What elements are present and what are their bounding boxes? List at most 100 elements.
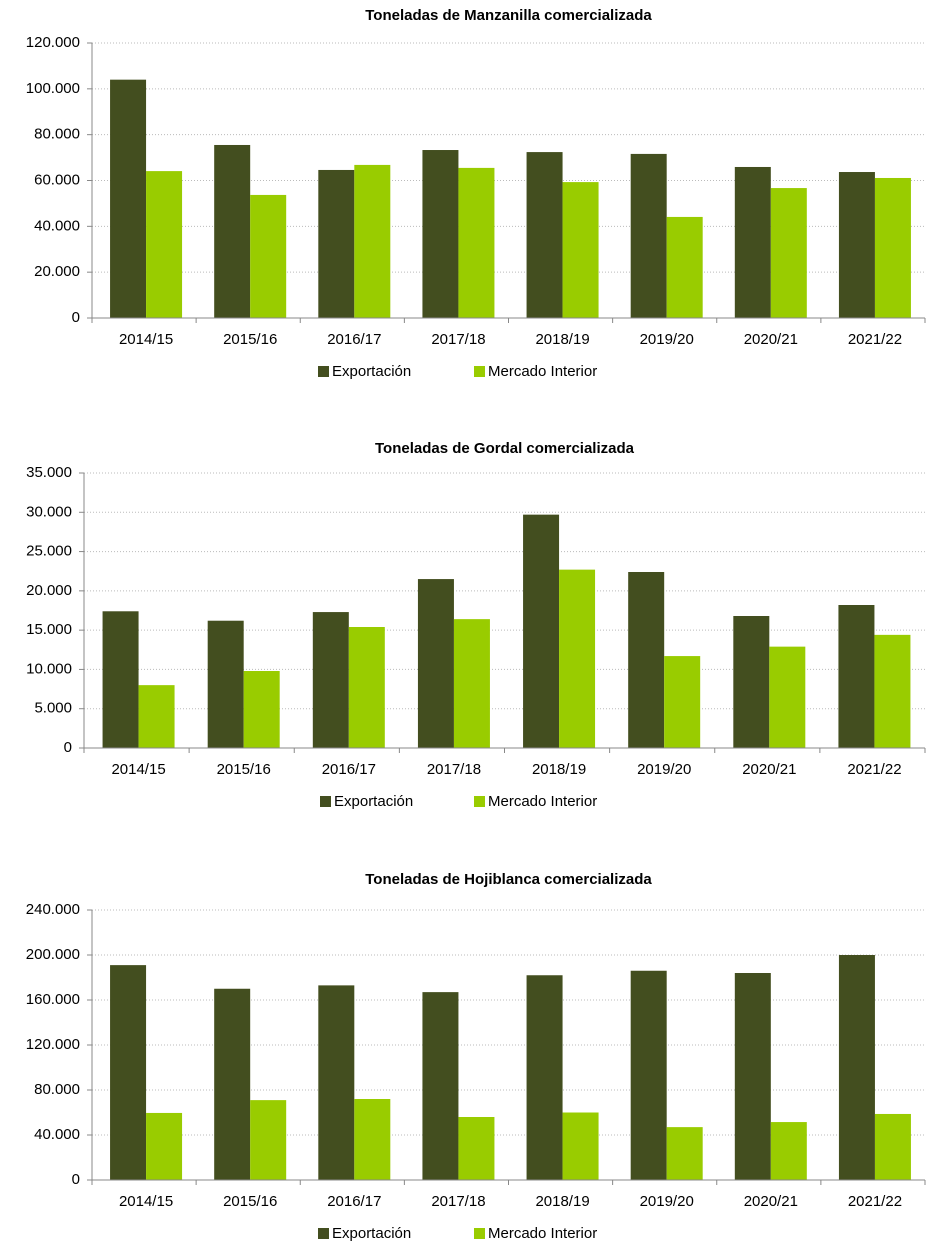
x-tick-label: 2021/22 xyxy=(848,1193,902,1210)
bar xyxy=(666,1127,703,1180)
bar xyxy=(769,646,806,748)
x-tick-label: 2016/17 xyxy=(327,331,381,348)
chart-title: Toneladas de Gordal comercializada xyxy=(375,440,635,457)
chart-title: Toneladas de Manzanilla comercializada xyxy=(365,7,652,24)
bar xyxy=(838,955,875,1180)
y-tick-label: 120.000 xyxy=(26,34,80,51)
bar xyxy=(838,605,875,748)
y-tick-label: 40.000 xyxy=(34,217,80,234)
bar xyxy=(312,612,349,748)
x-tick-label: 2016/17 xyxy=(322,761,376,778)
bar xyxy=(417,579,454,748)
bar xyxy=(630,970,667,1180)
x-tick-label: 2017/18 xyxy=(427,761,481,778)
bar xyxy=(146,1112,183,1180)
bar xyxy=(102,611,139,748)
x-tick-label: 2018/19 xyxy=(535,1193,589,1210)
legend-swatch xyxy=(320,796,331,807)
y-tick-label: 5.000 xyxy=(34,700,72,717)
bar xyxy=(110,79,147,319)
x-tick-label: 2015/16 xyxy=(223,331,277,348)
x-tick-label: 2018/19 xyxy=(535,331,589,348)
bar xyxy=(733,616,770,748)
x-tick-label: 2020/21 xyxy=(742,761,796,778)
bar xyxy=(664,656,701,748)
bar xyxy=(526,152,563,318)
bar xyxy=(562,182,599,318)
y-tick-label: 240.000 xyxy=(26,901,80,918)
bar xyxy=(318,985,355,1180)
bar xyxy=(207,620,244,748)
y-tick-label: 40.000 xyxy=(34,1126,80,1143)
bar xyxy=(770,1122,807,1180)
legend-label: Exportación xyxy=(334,793,413,810)
x-tick-label: 2021/22 xyxy=(847,761,901,778)
bar xyxy=(243,671,280,748)
legend-label: Exportación xyxy=(332,1225,411,1242)
y-tick-label: 20.000 xyxy=(34,263,80,280)
bar xyxy=(422,150,459,318)
x-tick-label: 2014/15 xyxy=(119,331,173,348)
y-tick-label: 80.000 xyxy=(34,126,80,143)
x-tick-label: 2017/18 xyxy=(431,1193,485,1210)
bar xyxy=(666,216,703,318)
legend-label: Mercado Interior xyxy=(488,1225,597,1242)
bar xyxy=(348,627,385,748)
bar xyxy=(770,188,807,318)
y-tick-label: 15.000 xyxy=(26,621,72,638)
x-tick-label: 2014/15 xyxy=(111,761,165,778)
y-tick-label: 80.000 xyxy=(34,1081,80,1098)
legend-label: Mercado Interior xyxy=(488,363,597,380)
bar xyxy=(422,992,459,1180)
y-tick-label: 0 xyxy=(64,739,72,756)
bar xyxy=(250,1100,287,1180)
bar xyxy=(874,634,911,748)
y-tick-label: 120.000 xyxy=(26,1036,80,1053)
legend-swatch xyxy=(318,366,329,377)
x-tick-label: 2019/20 xyxy=(640,1193,694,1210)
x-tick-label: 2015/16 xyxy=(223,1193,277,1210)
legend-swatch xyxy=(474,366,485,377)
bar xyxy=(523,514,560,748)
y-tick-label: 30.000 xyxy=(26,503,72,520)
bar xyxy=(458,167,495,318)
y-tick-label: 160.000 xyxy=(26,991,80,1008)
y-tick-label: 25.000 xyxy=(26,543,72,560)
bar xyxy=(628,572,665,748)
bar xyxy=(354,164,391,318)
legend-swatch xyxy=(474,1228,485,1239)
bar xyxy=(559,569,596,748)
bar xyxy=(214,988,251,1180)
x-tick-label: 2016/17 xyxy=(327,1193,381,1210)
bar xyxy=(146,171,183,318)
bar xyxy=(250,194,287,318)
y-tick-label: 20.000 xyxy=(26,582,72,599)
x-tick-label: 2014/15 xyxy=(119,1193,173,1210)
bar xyxy=(734,166,771,318)
chart-title: Toneladas de Hojiblanca comercializada xyxy=(365,871,652,888)
x-tick-label: 2017/18 xyxy=(431,331,485,348)
bar xyxy=(214,144,251,318)
bar xyxy=(838,172,875,318)
y-tick-label: 200.000 xyxy=(26,946,80,963)
bar xyxy=(354,1099,391,1180)
x-tick-label: 2020/21 xyxy=(744,1193,798,1210)
y-tick-label: 0 xyxy=(72,1171,80,1188)
bar xyxy=(874,177,911,318)
bar xyxy=(630,153,667,318)
y-tick-label: 60.000 xyxy=(34,171,80,188)
x-tick-label: 2019/20 xyxy=(637,761,691,778)
x-tick-label: 2019/20 xyxy=(640,331,694,348)
y-tick-label: 0 xyxy=(72,309,80,326)
legend-swatch xyxy=(474,796,485,807)
legend-label: Exportación xyxy=(332,363,411,380)
bar xyxy=(453,619,490,748)
bar xyxy=(734,973,771,1180)
bar xyxy=(110,965,147,1180)
bar xyxy=(526,975,563,1180)
x-tick-label: 2018/19 xyxy=(532,761,586,778)
y-tick-label: 100.000 xyxy=(26,80,80,97)
bar xyxy=(458,1117,495,1180)
legend-label: Mercado Interior xyxy=(488,793,597,810)
